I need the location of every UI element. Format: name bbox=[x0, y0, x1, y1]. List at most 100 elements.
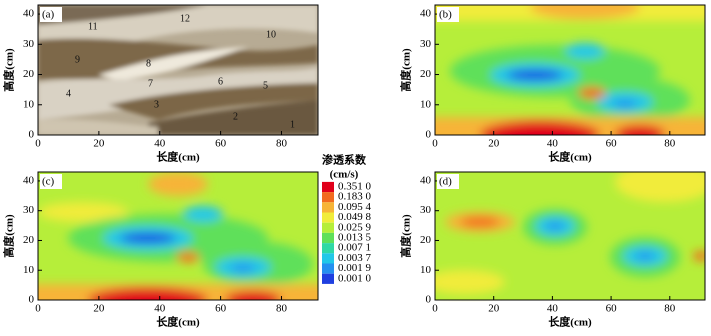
x-tick-label: 20 bbox=[93, 138, 105, 150]
y-tick-label: 10 bbox=[23, 98, 35, 110]
legend-swatch bbox=[322, 192, 334, 203]
y-tick-label: 30 bbox=[23, 204, 35, 216]
panel-label-bg bbox=[40, 7, 62, 22]
panel-label: (c) bbox=[42, 176, 55, 188]
y-tick-label: 0 bbox=[426, 129, 432, 141]
y-axis-label: 高度(cm) bbox=[399, 48, 413, 92]
x-tick-label: 40 bbox=[154, 303, 166, 315]
plot-frame bbox=[37, 4, 319, 136]
y-tick-label: 40 bbox=[23, 174, 35, 186]
y-tick-label: 40 bbox=[420, 174, 432, 186]
x-tick-label: 0 bbox=[432, 303, 438, 315]
x-tick-label: 60 bbox=[606, 138, 618, 150]
layer-number: 1 bbox=[290, 119, 295, 130]
contour-field bbox=[435, 172, 705, 300]
legend-label: 0.351 0 bbox=[338, 181, 372, 193]
x-tick-label: 20 bbox=[488, 303, 500, 315]
x-tick-label: 60 bbox=[606, 303, 618, 315]
y-axis-label: 高度(cm) bbox=[2, 214, 16, 258]
legend-swatch bbox=[322, 232, 334, 244]
y-tick-label: 30 bbox=[420, 204, 432, 216]
panel-label: (a) bbox=[42, 9, 55, 21]
layer-number: 3 bbox=[154, 99, 159, 110]
panel-label: (d) bbox=[439, 176, 452, 188]
y-tick-label: 30 bbox=[420, 38, 432, 50]
layer-number: 9 bbox=[75, 54, 80, 65]
x-tick-label: 60 bbox=[215, 138, 227, 150]
y-axis-label: 高度(cm) bbox=[399, 214, 413, 258]
x-axis-label: 长度(cm) bbox=[548, 150, 592, 164]
y-tick-label: 0 bbox=[29, 129, 35, 141]
panel-label: (b) bbox=[439, 9, 452, 21]
y-tick-label: 40 bbox=[23, 8, 35, 20]
legend-title: 渗透系数 bbox=[322, 153, 367, 167]
x-tick-label: 80 bbox=[276, 138, 288, 150]
plot-frame bbox=[434, 4, 706, 136]
x-tick-label: 80 bbox=[664, 138, 676, 150]
x-tick-label: 40 bbox=[547, 303, 559, 315]
y-tick-label: 0 bbox=[29, 294, 35, 306]
x-tick-label: 0 bbox=[35, 303, 41, 315]
y-tick-label: 0 bbox=[426, 294, 432, 306]
y-tick-label: 20 bbox=[23, 234, 35, 246]
layer-number: 8 bbox=[146, 58, 151, 69]
legend-swatch bbox=[322, 222, 334, 233]
tank-photo: 1 2 3 4 5 6 7 8 9 10 11 12 bbox=[38, 5, 318, 135]
x-tick-label: 0 bbox=[432, 138, 438, 150]
plot-frame bbox=[37, 171, 319, 301]
legend-swatch bbox=[322, 243, 334, 254]
contour-field bbox=[435, 5, 705, 135]
legend-label: 0.095 4 bbox=[338, 201, 372, 213]
x-tick-label: 20 bbox=[93, 303, 105, 315]
x-tick-label: 80 bbox=[664, 303, 676, 315]
y-tick-label: 20 bbox=[23, 68, 35, 80]
contour-field bbox=[38, 172, 318, 300]
x-axis-label: 长度(cm) bbox=[156, 150, 200, 164]
layer-number: 2 bbox=[233, 111, 238, 122]
layer-number: 5 bbox=[263, 80, 268, 91]
y-tick-label: 10 bbox=[23, 264, 35, 276]
legend-swatch bbox=[322, 263, 334, 274]
layer-number: 12 bbox=[180, 13, 190, 24]
legend-unit: (cm/s) bbox=[330, 169, 359, 181]
x-tick-label: 60 bbox=[215, 303, 227, 315]
y-tick-label: 20 bbox=[420, 234, 432, 246]
layer-number: 4 bbox=[66, 88, 71, 99]
legend-label: 0.001 0 bbox=[338, 272, 372, 284]
layer-number: 10 bbox=[266, 29, 276, 40]
legend-swatch bbox=[322, 273, 334, 284]
x-axis-label: 长度(cm) bbox=[156, 315, 200, 329]
legend-swatch bbox=[322, 212, 334, 223]
legend-label: 0.001 9 bbox=[338, 262, 372, 274]
layer-number: 6 bbox=[218, 76, 223, 87]
x-tick-label: 80 bbox=[276, 303, 288, 315]
legend-label: 0.007 1 bbox=[338, 242, 371, 254]
y-tick-label: 40 bbox=[420, 8, 432, 20]
legend-label: 0.049 8 bbox=[338, 211, 372, 223]
y-tick-label: 30 bbox=[23, 38, 35, 50]
legend-swatch bbox=[322, 253, 334, 264]
panel-label-bg bbox=[437, 7, 459, 22]
y-tick-label: 10 bbox=[420, 264, 432, 276]
legend-label: 0.003 7 bbox=[338, 252, 372, 264]
x-tick-label: 40 bbox=[547, 138, 559, 150]
legend-swatch bbox=[322, 202, 334, 213]
legend-label: 0.183 0 bbox=[338, 191, 372, 203]
x-tick-label: 40 bbox=[154, 138, 166, 150]
legend-label: 0.025 9 bbox=[338, 221, 372, 233]
x-axis-label: 长度(cm) bbox=[548, 315, 592, 329]
panel-label-bg bbox=[437, 174, 459, 189]
y-tick-label: 20 bbox=[420, 68, 432, 80]
panel-label-bg bbox=[40, 174, 62, 189]
layer-number: 11 bbox=[88, 21, 98, 32]
plot-frame bbox=[434, 171, 706, 301]
legend-label: 0.013 5 bbox=[338, 232, 372, 244]
y-axis-label: 高度(cm) bbox=[2, 48, 16, 92]
y-tick-label: 10 bbox=[420, 98, 432, 110]
x-tick-label: 0 bbox=[35, 138, 41, 150]
legend-swatch bbox=[322, 181, 334, 193]
x-tick-label: 20 bbox=[488, 138, 500, 150]
layer-number: 7 bbox=[148, 78, 153, 89]
